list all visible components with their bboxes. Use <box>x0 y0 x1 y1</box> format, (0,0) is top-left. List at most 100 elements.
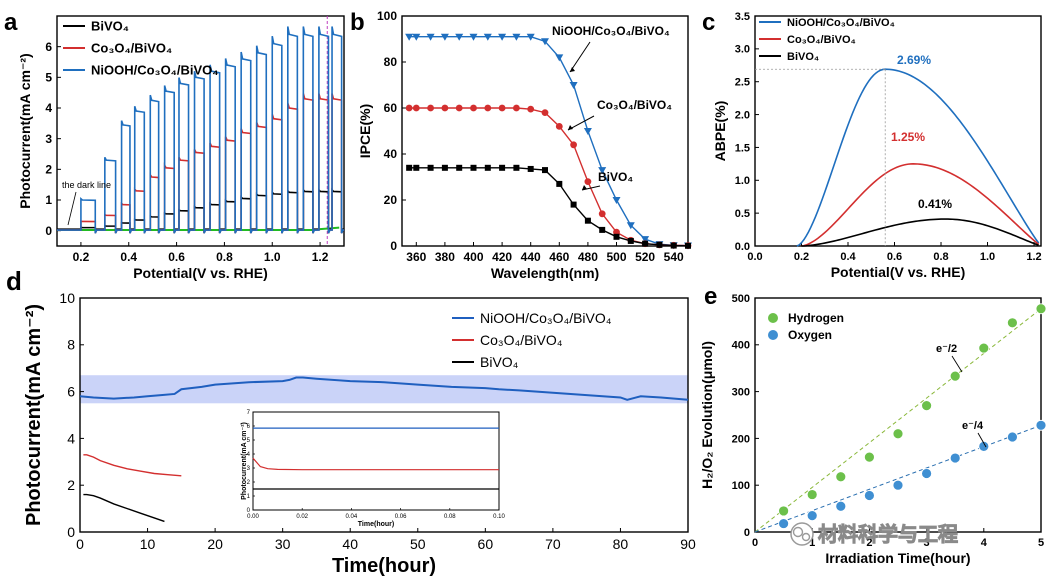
data-point <box>405 104 413 112</box>
rate-label-arrow <box>951 355 963 373</box>
peak-value-label: 2.69% <box>897 53 931 67</box>
inset-x-tick-label: 0.04 <box>346 514 358 520</box>
panel-label: a <box>4 9 18 36</box>
data-point <box>892 479 904 491</box>
data-point <box>484 164 491 171</box>
y-tick-label: 0.5 <box>735 208 750 220</box>
data-point <box>470 164 477 171</box>
inset-series-line-1 <box>252 457 499 471</box>
x-tick-label: 500 <box>606 250 626 264</box>
legend-label: Hydrogen <box>788 311 844 325</box>
x-tick-label: 20 <box>207 536 223 552</box>
data-point <box>513 104 520 112</box>
arrow-head <box>568 125 573 130</box>
legend-label: Co₃O₄/BiVO₄ <box>480 332 563 348</box>
panel-label: d <box>6 266 22 296</box>
y-tick-label: 2.0 <box>735 109 750 121</box>
series-line-0 <box>796 68 1040 247</box>
data-point <box>778 505 789 517</box>
data-point <box>626 222 635 230</box>
inset-y-tick-label: 7 <box>247 410 251 416</box>
series-label: BiVO₄ <box>598 170 633 184</box>
inset-x-axis-title: Time(hour) <box>358 521 394 528</box>
data-point <box>835 471 847 483</box>
data-point <box>613 233 620 240</box>
y-tick-label: 3.0 <box>735 44 750 56</box>
y-tick-label: 80 <box>384 55 398 69</box>
x-tick-label: 0.2 <box>794 251 809 263</box>
x-tick-label: 0.6 <box>887 251 902 263</box>
data-point <box>599 226 606 233</box>
x-tick-label: 1.2 <box>312 250 329 264</box>
x-tick-label: 0.8 <box>216 250 233 264</box>
inset-y-tick-label: 2 <box>247 480 251 486</box>
y-tick-label: 400 <box>732 340 750 352</box>
legend-label: NiOOH/Co₃O₄/BiVO₄ <box>480 310 612 326</box>
y-tick-label: 3.5 <box>735 11 750 23</box>
wechat-icon-bubble-small <box>801 532 811 542</box>
y-axis-title: ABPE(%) <box>712 101 728 162</box>
inset-chart: 0.00 0.02 0.04 0.06 0.08 0.10 0 1 2 3 4 5 6 7 Time(hou… <box>241 410 505 528</box>
data-point <box>583 128 592 135</box>
x-tick-label: 0.2 <box>73 250 90 264</box>
data-point <box>512 33 521 41</box>
fit-line-1 <box>754 424 1042 533</box>
data-point <box>412 33 421 41</box>
panel-label: c <box>702 9 715 36</box>
inset-y-tick-label: 0 <box>247 508 251 514</box>
y-axis-title: Photocurrent(mA cm⁻²) <box>17 53 33 208</box>
y-tick-label: 5 <box>45 71 52 85</box>
peak-value-label: 0.41% <box>918 197 952 211</box>
data-point <box>484 104 492 112</box>
inset-x-tick-label: 0.10 <box>493 514 505 520</box>
data-point <box>584 217 591 224</box>
data-point <box>1035 419 1046 431</box>
data-point <box>627 237 634 244</box>
data-point <box>921 400 932 412</box>
y-tick-label: 100 <box>732 480 750 492</box>
inset-x-tick-label: 0.06 <box>395 514 407 520</box>
plot-frame <box>56 15 345 247</box>
data-point <box>470 104 477 112</box>
arrow-head <box>570 67 575 72</box>
panel-e-chart: 0 1 2 3 4 5 0 100 200 300 400 500 Irradiation Time(h… <box>699 283 1046 566</box>
x-tick-label: 440 <box>521 250 541 264</box>
data-point <box>949 452 961 464</box>
data-point <box>806 510 818 522</box>
data-point <box>835 500 847 512</box>
legend-label: BiVO₄ <box>480 354 519 370</box>
x-tick-label: 80 <box>613 536 629 552</box>
y-tick-label: 2 <box>67 477 75 493</box>
plot-frame <box>401 15 689 247</box>
x-tick-label: 400 <box>463 250 483 264</box>
data-point <box>541 38 549 46</box>
x-axis-title: Potential(V vs. RHE) <box>133 265 268 281</box>
data-point <box>584 178 592 186</box>
y-tick-label: 10 <box>59 290 75 306</box>
x-tick-label: 0.6 <box>168 250 185 264</box>
data-point <box>598 167 607 175</box>
data-point <box>1007 317 1018 329</box>
series-line-1 <box>57 93 344 234</box>
series-line-1 <box>409 107 689 247</box>
inset-y-tick-label: 3 <box>247 466 251 472</box>
legend-label: NiOOH/Co₃O₄/BiVO₄ <box>91 63 218 78</box>
x-axis-title: Wavelength(nm) <box>491 265 599 281</box>
data-point <box>1007 431 1018 443</box>
panel-a-chart: 0.2 0.4 0.6 0.8 1.0 1.2 0 1 2 3 4 5 6 Potential(V vs.… <box>4 9 345 281</box>
data-point <box>892 428 904 440</box>
y-tick-label: 200 <box>732 433 750 445</box>
x-tick-label: 50 <box>410 536 426 552</box>
y-tick-label: 3 <box>45 132 52 146</box>
inset-x-tick-label: 0.08 <box>444 514 456 520</box>
data-point <box>405 33 414 41</box>
data-point <box>406 164 413 171</box>
plot-frame <box>754 297 1042 533</box>
data-point <box>542 167 548 174</box>
y-axis-title: H₂/O₂ Evolution(μmol) <box>699 341 715 489</box>
legend-label: BiVO₄ <box>91 19 129 34</box>
rate-label: e⁻/4 <box>962 420 984 432</box>
y-axis-title: Photocurrent(mA cm⁻²) <box>23 304 45 526</box>
data-point <box>570 141 577 149</box>
